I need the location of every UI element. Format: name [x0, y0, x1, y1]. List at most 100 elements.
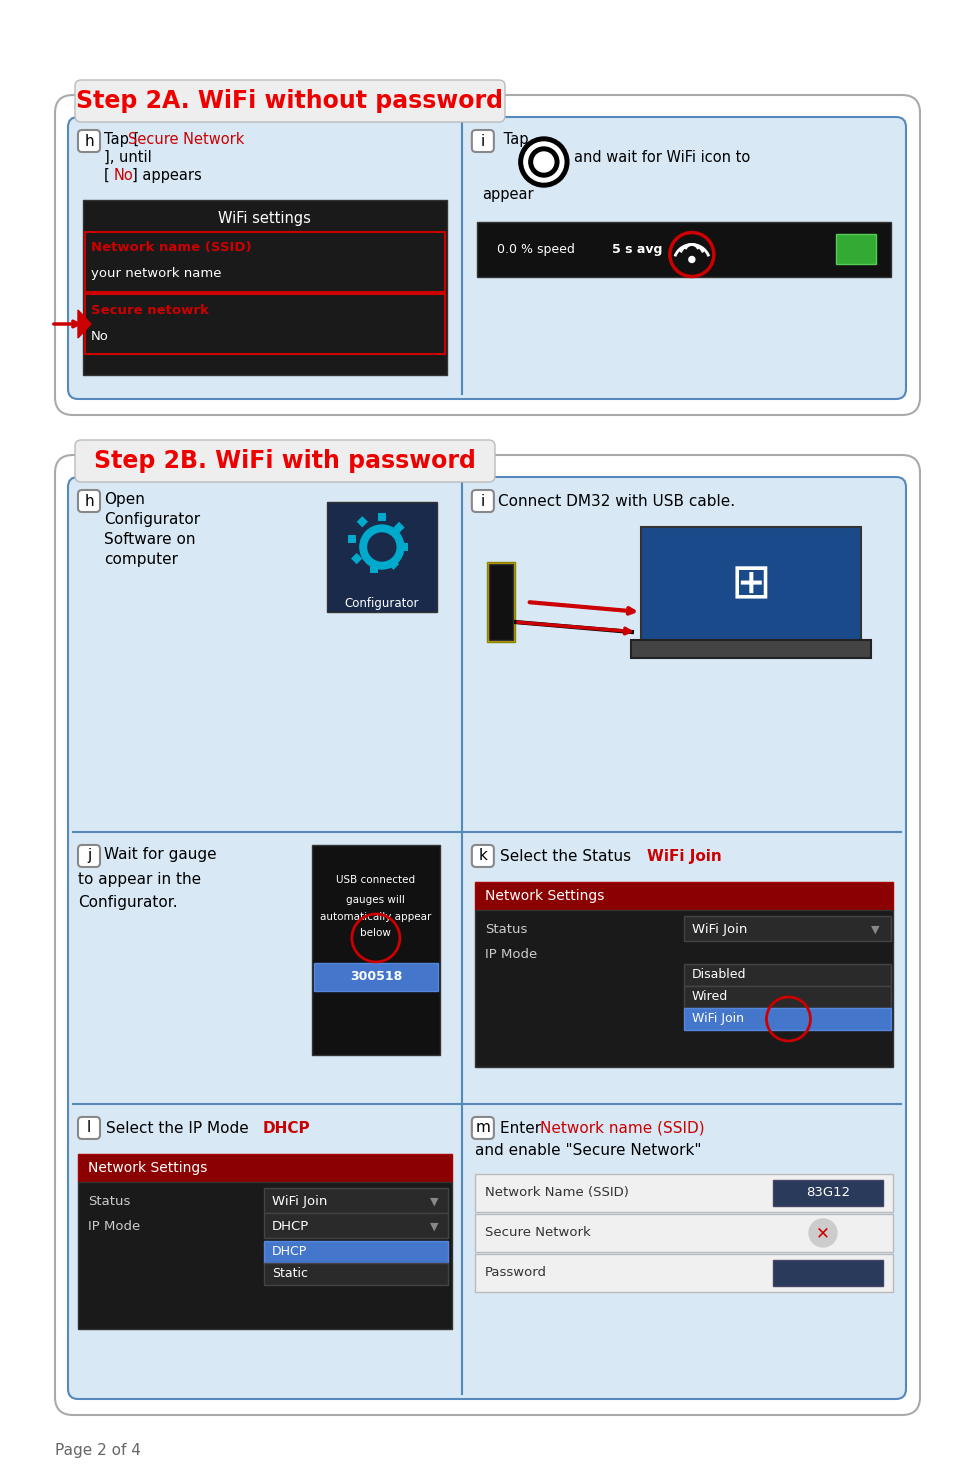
- Text: IP Mode: IP Mode: [88, 1220, 140, 1233]
- Text: DHCP: DHCP: [263, 1121, 311, 1136]
- Bar: [351, 553, 362, 565]
- FancyBboxPatch shape: [78, 490, 100, 512]
- Text: j: j: [87, 848, 91, 863]
- Bar: [78, 1181, 452, 1329]
- Bar: [264, 1187, 448, 1212]
- Text: DHCP: DHCP: [272, 1220, 309, 1233]
- Text: Software on: Software on: [104, 532, 195, 547]
- Text: ▼: ▼: [429, 1221, 437, 1232]
- FancyBboxPatch shape: [472, 130, 494, 152]
- Text: computer: computer: [104, 552, 178, 566]
- Bar: [475, 910, 892, 1066]
- Text: WiFi Join: WiFi Join: [691, 1012, 743, 1025]
- Text: to appear in the: to appear in the: [78, 872, 201, 886]
- Text: automatically appear: automatically appear: [320, 912, 431, 922]
- FancyBboxPatch shape: [472, 490, 494, 512]
- Bar: [488, 563, 513, 640]
- FancyBboxPatch shape: [75, 440, 495, 482]
- Text: h: h: [84, 494, 93, 509]
- Bar: [85, 232, 444, 292]
- Text: [: [: [104, 168, 110, 183]
- FancyBboxPatch shape: [55, 94, 919, 414]
- Bar: [475, 1214, 892, 1252]
- Text: Enter: Enter: [499, 1121, 545, 1136]
- Bar: [78, 1153, 452, 1181]
- Text: h: h: [84, 134, 93, 149]
- Text: 0.0 % speed: 0.0 % speed: [497, 243, 574, 257]
- Text: Network name (SSID): Network name (SSID): [91, 242, 252, 255]
- Bar: [264, 1212, 448, 1238]
- Bar: [393, 522, 404, 532]
- Text: l: l: [87, 1121, 91, 1136]
- Text: Select the Status: Select the Status: [499, 850, 636, 864]
- Circle shape: [808, 1218, 836, 1246]
- Text: Secure Network: Secure Network: [484, 1226, 590, 1239]
- Bar: [683, 916, 890, 941]
- Text: i: i: [480, 494, 484, 509]
- Text: No: No: [91, 329, 109, 342]
- Text: m: m: [475, 1121, 490, 1136]
- Bar: [83, 201, 446, 375]
- FancyBboxPatch shape: [78, 845, 100, 867]
- Text: Wired: Wired: [691, 991, 727, 1003]
- Text: below: below: [360, 928, 391, 938]
- Text: IP Mode: IP Mode: [484, 948, 537, 962]
- Text: ⊞: ⊞: [730, 560, 771, 609]
- FancyBboxPatch shape: [472, 1117, 494, 1139]
- Text: DHCP: DHCP: [272, 1245, 307, 1258]
- Text: WiFi Join: WiFi Join: [272, 1195, 327, 1208]
- Text: ✕: ✕: [815, 1224, 829, 1242]
- Text: Wait for gauge: Wait for gauge: [104, 847, 216, 861]
- Bar: [683, 965, 890, 985]
- Bar: [85, 294, 444, 354]
- Bar: [314, 963, 437, 991]
- Bar: [264, 1263, 448, 1285]
- Bar: [387, 559, 398, 569]
- Bar: [772, 1180, 882, 1207]
- Circle shape: [688, 257, 694, 263]
- Text: Secure netowrk: Secure netowrk: [91, 304, 209, 317]
- Text: k: k: [477, 848, 487, 863]
- FancyBboxPatch shape: [68, 117, 905, 400]
- Text: your network name: your network name: [91, 267, 221, 280]
- Text: and enable "Secure Network": and enable "Secure Network": [475, 1143, 700, 1158]
- Text: WiFi Join: WiFi Join: [646, 850, 720, 864]
- Circle shape: [359, 525, 403, 569]
- Bar: [772, 1260, 882, 1286]
- Text: Configurator.: Configurator.: [78, 895, 177, 910]
- Text: 300518: 300518: [350, 971, 401, 984]
- Bar: [486, 562, 515, 642]
- Text: ▼: ▼: [870, 925, 879, 935]
- Text: appear: appear: [481, 187, 533, 202]
- Circle shape: [368, 532, 395, 560]
- FancyBboxPatch shape: [78, 130, 100, 152]
- Text: Secure Network: Secure Network: [128, 131, 244, 148]
- Text: Static: Static: [272, 1267, 308, 1280]
- Text: Status: Status: [88, 1195, 131, 1208]
- Text: 83G12: 83G12: [805, 1186, 849, 1199]
- Text: Open: Open: [104, 493, 145, 507]
- Bar: [476, 223, 890, 277]
- Bar: [683, 985, 890, 1007]
- Text: ], until: ], until: [104, 150, 152, 165]
- Bar: [475, 882, 892, 910]
- Bar: [835, 235, 875, 264]
- Text: Tap [: Tap [: [104, 131, 139, 148]
- Bar: [475, 1174, 892, 1212]
- Text: WiFi Join: WiFi Join: [691, 923, 746, 937]
- Text: No: No: [113, 168, 133, 183]
- Text: Configurator: Configurator: [104, 512, 200, 527]
- Bar: [348, 535, 355, 543]
- Text: Status: Status: [484, 923, 527, 937]
- Bar: [370, 565, 377, 572]
- Bar: [312, 845, 439, 1055]
- Text: gauges will: gauges will: [346, 895, 405, 906]
- FancyBboxPatch shape: [68, 476, 905, 1398]
- FancyBboxPatch shape: [78, 1117, 100, 1139]
- Text: Network name (SSID): Network name (SSID): [539, 1121, 703, 1136]
- Circle shape: [523, 142, 563, 181]
- FancyBboxPatch shape: [472, 845, 494, 867]
- Text: and wait for WiFi icon to: and wait for WiFi icon to: [574, 150, 749, 165]
- Bar: [630, 640, 870, 658]
- Bar: [399, 543, 408, 552]
